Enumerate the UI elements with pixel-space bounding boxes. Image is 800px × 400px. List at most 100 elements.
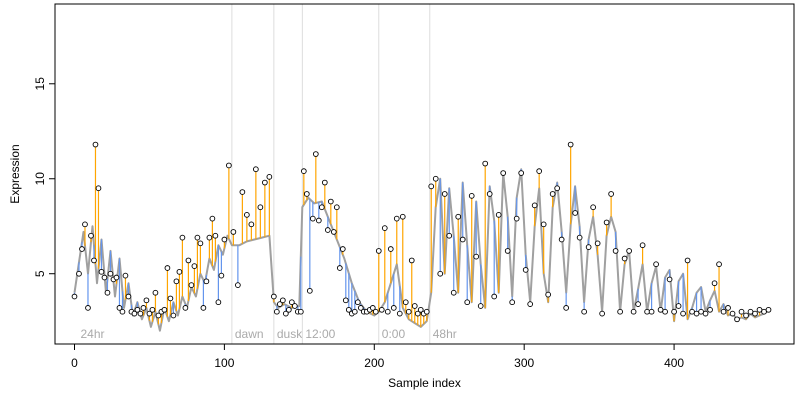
data-point — [549, 191, 556, 197]
data-point — [137, 310, 144, 317]
data-point — [262, 179, 268, 186]
data-point — [617, 308, 623, 315]
data-point — [182, 305, 189, 311]
data-point — [738, 308, 745, 315]
data-point — [743, 312, 749, 319]
data-point — [235, 282, 241, 288]
data-point — [288, 299, 295, 306]
data-point — [381, 225, 388, 231]
data-point — [336, 265, 343, 271]
data-point — [716, 261, 722, 268]
data-point — [226, 162, 232, 169]
data-point — [248, 221, 255, 228]
x-tick-label: 0 — [71, 356, 78, 370]
data-point — [621, 255, 628, 262]
x-tick-label: 100 — [214, 356, 234, 370]
data-point — [134, 306, 141, 313]
data-point — [152, 289, 159, 296]
data-point — [85, 305, 91, 311]
data-point — [167, 295, 174, 302]
data-point — [504, 248, 511, 254]
data-point — [399, 213, 406, 220]
phase-label: dusk — [277, 327, 303, 341]
data-point — [125, 293, 132, 300]
data-point — [495, 211, 502, 218]
data-point — [630, 308, 637, 315]
axes: 0 100 200 300 400 5 10 15 — [33, 77, 684, 370]
data-point — [107, 270, 114, 277]
data-point — [432, 175, 439, 182]
data-point — [176, 268, 183, 275]
data-point — [164, 265, 171, 271]
data-point — [342, 297, 349, 304]
data-point — [303, 191, 310, 197]
data-point — [567, 141, 574, 148]
data-point — [635, 301, 641, 307]
data-point — [581, 308, 587, 315]
data-point — [473, 253, 480, 260]
data-point — [88, 232, 94, 239]
data-point — [203, 278, 210, 285]
data-point — [563, 305, 570, 311]
data-point — [725, 305, 731, 311]
data-point — [357, 305, 364, 311]
data-point — [282, 310, 289, 317]
data-point — [351, 308, 358, 315]
data-point — [149, 306, 156, 313]
phase-label: 48hr — [433, 327, 457, 341]
y-tick-label: 15 — [33, 77, 47, 91]
data-point — [369, 305, 376, 311]
data-point — [387, 246, 394, 252]
data-point — [71, 293, 78, 300]
data-point — [491, 293, 498, 300]
data-point — [518, 170, 525, 176]
data-point — [441, 191, 448, 197]
data-point — [720, 308, 727, 315]
data-point — [185, 257, 192, 264]
data-point — [324, 227, 331, 233]
data-point — [464, 299, 471, 306]
data-point — [257, 204, 264, 211]
data-point — [253, 166, 259, 173]
data-point — [527, 301, 534, 307]
data-point — [333, 204, 340, 211]
data-point — [554, 185, 561, 192]
data-point — [91, 257, 97, 264]
data-point — [417, 306, 424, 313]
data-point — [384, 308, 391, 315]
data-point — [671, 308, 677, 315]
data-point — [446, 232, 453, 239]
data-point — [191, 263, 198, 269]
data-point — [576, 234, 583, 241]
data-point — [545, 291, 552, 298]
data-point — [455, 213, 462, 220]
data-point — [291, 303, 298, 309]
data-point — [648, 308, 655, 315]
data-point — [273, 308, 280, 315]
data-point — [468, 192, 475, 199]
y-tick-label: 5 — [33, 270, 47, 277]
data-point — [702, 310, 709, 317]
data-point — [321, 179, 328, 186]
data-point — [131, 310, 138, 317]
data-point — [140, 305, 147, 311]
fitted-curve — [73, 168, 770, 332]
data-point — [378, 306, 385, 313]
data-points — [71, 141, 772, 323]
data-point — [450, 289, 457, 296]
residual-segments — [73, 144, 765, 327]
data-point — [411, 303, 418, 309]
phase-label: dawn — [235, 327, 264, 341]
data-point — [414, 310, 421, 317]
data-point — [428, 183, 435, 190]
data-point — [675, 303, 682, 309]
data-point — [221, 236, 228, 243]
data-point — [146, 310, 153, 317]
data-point — [79, 246, 85, 252]
data-point — [375, 248, 382, 254]
data-point — [402, 299, 409, 306]
data-point — [200, 305, 207, 311]
data-point — [653, 261, 659, 268]
data-point — [626, 248, 632, 254]
